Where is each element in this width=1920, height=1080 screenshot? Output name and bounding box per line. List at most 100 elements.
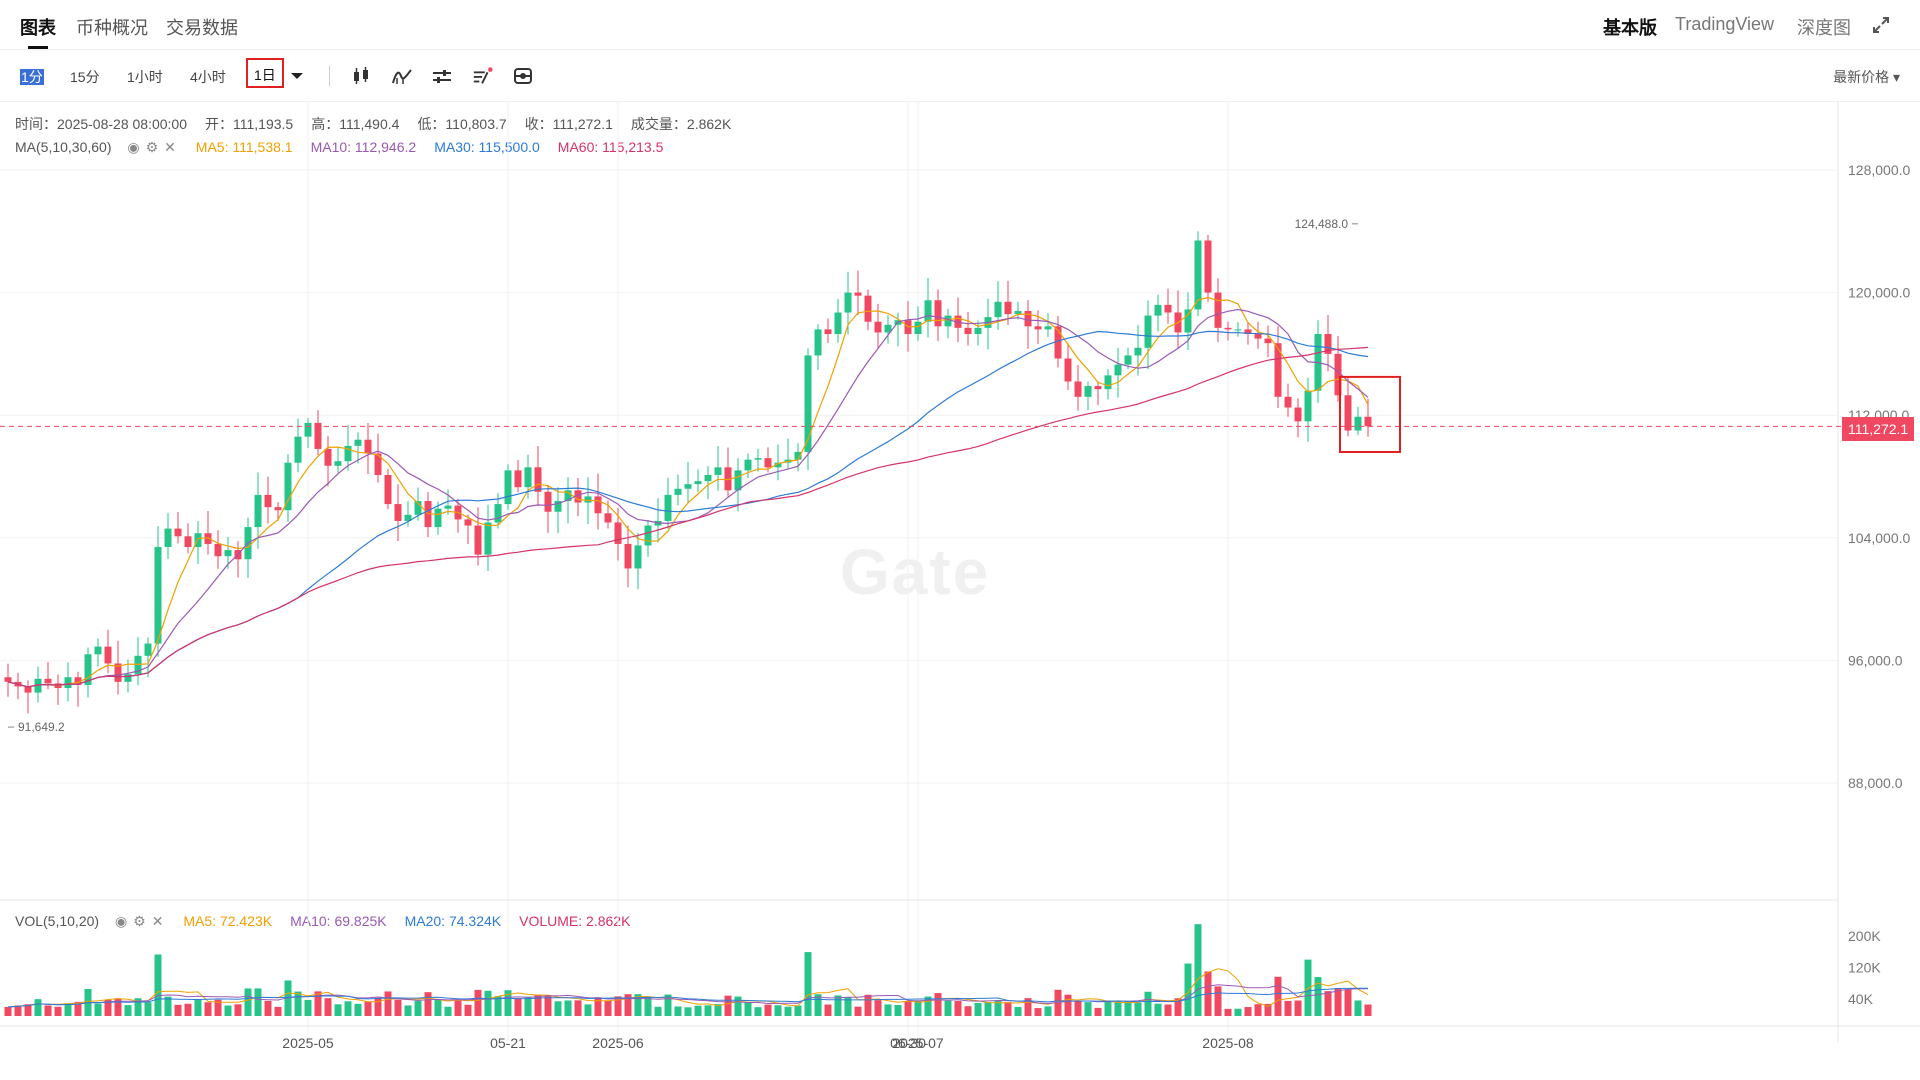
volume-bar	[1154, 1003, 1162, 1016]
volume-bar	[1254, 1004, 1262, 1016]
volume-bar	[184, 1003, 192, 1016]
candle-body	[184, 536, 192, 547]
candle-body	[1254, 333, 1262, 339]
vol-ma5-value: MA5: 72.423K	[183, 913, 273, 929]
candle-body	[1014, 310, 1022, 315]
volume-bar	[994, 1001, 1002, 1016]
volume-ma-line	[7, 984, 1368, 1008]
volume-bar	[1174, 998, 1182, 1016]
candle-body	[164, 528, 172, 547]
low-annotation: 91,649.2	[18, 720, 65, 734]
candle-body	[374, 453, 382, 475]
candle-body	[774, 462, 782, 468]
ma-visibility-eye-icon[interactable]: ◉	[127, 139, 140, 155]
price-type-select[interactable]: 最新价格 ▾	[1833, 67, 1900, 87]
volume-bar	[1244, 1007, 1252, 1016]
candle-body	[534, 467, 542, 492]
volume-bar	[524, 996, 532, 1016]
candle-body	[864, 295, 872, 322]
candle-body	[1164, 304, 1172, 313]
volume-bar	[834, 995, 842, 1016]
volume-bar	[1224, 1008, 1232, 1016]
candle-body	[1124, 355, 1132, 365]
candle-body	[1184, 309, 1192, 333]
volume-bar	[274, 1006, 282, 1016]
ma-settings-icon[interactable]: ⚙	[145, 139, 159, 155]
volume-bar	[814, 994, 822, 1016]
candle-body	[214, 543, 222, 557]
vol-visibility-eye-icon[interactable]: ◉	[114, 913, 128, 929]
candle-body	[814, 329, 822, 356]
volume-bar	[784, 1006, 792, 1016]
candle-type-icon[interactable]	[350, 66, 372, 86]
price-type-label: 最新价格	[1833, 69, 1890, 85]
candle-body	[1054, 326, 1062, 359]
candle-body	[434, 508, 442, 528]
volume-bar	[504, 990, 512, 1016]
settings-sliders-icon[interactable]	[431, 66, 453, 86]
view-basic[interactable]: 基本版	[1603, 18, 1657, 38]
candle-body	[944, 315, 952, 327]
ohlc-volume: 成交量：2.862K	[630, 116, 732, 132]
volume-bar	[1354, 1000, 1362, 1016]
candle-body	[104, 646, 112, 664]
volume-bar	[604, 1000, 612, 1016]
candle-body	[44, 678, 52, 684]
view-tradingview[interactable]: TradingView	[1675, 14, 1775, 34]
volume-bar	[294, 991, 302, 1016]
candle-body	[34, 678, 42, 693]
vol-close-icon[interactable]: ✕	[151, 913, 164, 929]
volume-bar	[24, 1004, 32, 1016]
candle-body	[1284, 396, 1292, 408]
volume-bar	[284, 980, 292, 1016]
tab-chart[interactable]: 图表	[20, 18, 56, 38]
candlestick-chart[interactable]: 128,000.0120,000.0112,000.0104,000.096,0…	[0, 102, 1920, 1080]
volume-bar	[1344, 989, 1352, 1016]
interval-4h[interactable]: 4小时	[190, 69, 226, 85]
tab-coin-overview[interactable]: 币种概况	[76, 18, 148, 38]
time-tick-label: 05-21	[490, 1035, 526, 1051]
candle-body	[874, 321, 882, 333]
volume-bar	[924, 996, 932, 1016]
ma-label: MA(5,10,30,60)	[15, 139, 112, 155]
volume-bar	[74, 1001, 82, 1016]
volume-bar	[534, 994, 542, 1016]
volume-bar	[194, 999, 202, 1016]
interval-dropdown-icon[interactable]	[288, 66, 306, 86]
volume-bar	[344, 1001, 352, 1016]
interval-15m[interactable]: 15分	[70, 69, 100, 85]
volume-bar	[144, 1002, 152, 1016]
candle-body	[194, 533, 202, 547]
volume-bar	[234, 1004, 242, 1016]
candle-body	[614, 522, 622, 544]
candle-body	[594, 496, 602, 514]
fullscreen-icon[interactable]	[1870, 14, 1892, 36]
candle-body	[584, 496, 592, 503]
volume-bar	[264, 1000, 272, 1016]
candle-body	[394, 504, 402, 521]
candle-body	[484, 522, 492, 555]
volume-bar	[824, 1004, 832, 1016]
volume-bar	[554, 1001, 562, 1016]
vol-settings-icon[interactable]: ⚙	[133, 913, 146, 929]
candle-body	[84, 654, 92, 685]
volume-bar	[1214, 986, 1222, 1016]
view-depth[interactable]: 深度图	[1797, 18, 1851, 38]
interval-1m[interactable]: 1分	[20, 67, 44, 87]
chart-settings-icon[interactable]	[512, 66, 534, 86]
volume-bar	[44, 1005, 52, 1016]
candle-body	[994, 301, 1002, 318]
candle-body	[1364, 416, 1372, 427]
candle-body	[1094, 386, 1102, 390]
drawing-tools-icon[interactable]	[472, 66, 494, 86]
candle-body	[24, 686, 32, 693]
indicator-icon[interactable]	[391, 66, 413, 86]
interval-1d[interactable]: 1日	[246, 58, 284, 88]
interval-1h[interactable]: 1小时	[127, 69, 163, 85]
ma-close-icon[interactable]: ✕	[164, 139, 176, 155]
candle-body	[684, 484, 692, 489]
tab-trading-data[interactable]: 交易数据	[166, 18, 238, 38]
volume-bar	[734, 996, 742, 1016]
candle-body	[314, 422, 322, 449]
candle-body	[924, 300, 932, 322]
